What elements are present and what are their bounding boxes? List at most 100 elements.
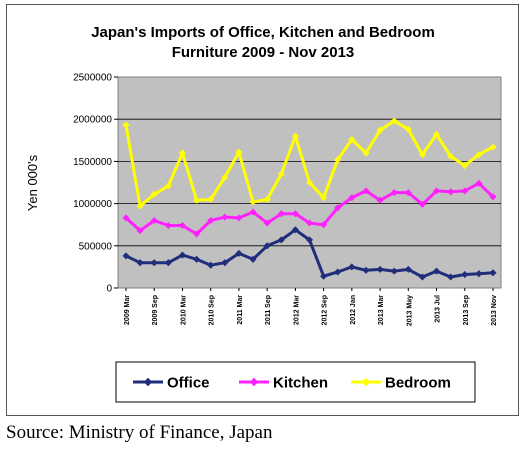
- data-point-kitchen: [291, 210, 299, 218]
- data-point-kitchen: [320, 221, 328, 229]
- data-point-office: [178, 251, 187, 259]
- y-tick-label: 2500000: [73, 73, 112, 84]
- data-point-office: [348, 263, 356, 271]
- data-point-office: [320, 272, 328, 280]
- series-lines: [122, 117, 497, 281]
- data-point-kitchen: [334, 204, 342, 212]
- legend: [115, 361, 476, 403]
- y-axis-label: Yen 000's: [25, 154, 40, 211]
- legend-entry-bedroom: Bedroom: [351, 375, 451, 392]
- chart-frame: Japan's Imports of Office, Kitchen and B…: [6, 4, 519, 416]
- y-tick-label: 500000: [79, 241, 113, 252]
- legend-entry-office: Office: [133, 375, 210, 392]
- data-point-bedroom: [320, 194, 328, 202]
- data-point-kitchen: [404, 189, 412, 197]
- data-point-bedroom: [489, 143, 497, 151]
- data-point-office: [291, 226, 299, 234]
- data-point-bedroom: [418, 151, 426, 159]
- gridlines: [118, 118, 501, 247]
- series-kitchen: [122, 179, 497, 238]
- data-point-bedroom: [178, 149, 187, 157]
- data-point-bedroom: [291, 132, 299, 140]
- legend-entry-kitchen: Kitchen: [239, 375, 328, 392]
- data-point-kitchen: [362, 187, 370, 195]
- data-point-bedroom: [348, 135, 356, 144]
- data-point-bedroom: [164, 182, 172, 190]
- data-point-kitchen: [489, 193, 497, 201]
- data-point-office: [207, 261, 215, 269]
- legend-marker-office: [143, 377, 153, 387]
- data-point-bedroom: [221, 173, 229, 181]
- x-tick-label: 2013 Nov: [491, 295, 498, 326]
- chart-title-line-2: Furniture 2009 - Nov 2013: [172, 44, 355, 61]
- legend-marker-bedroom: [361, 377, 371, 387]
- data-point-kitchen: [235, 214, 243, 222]
- data-point-kitchen: [164, 221, 172, 230]
- data-point-kitchen: [305, 219, 314, 227]
- x-tick-label: 2009 Mar: [124, 295, 131, 325]
- data-point-kitchen: [207, 216, 215, 225]
- data-point-bedroom: [235, 148, 243, 156]
- x-tick-label: 2013 May: [406, 295, 413, 326]
- data-point-office: [475, 270, 483, 278]
- data-point-bedroom: [390, 117, 398, 125]
- data-point-bedroom: [447, 152, 455, 160]
- x-tick-label: 2010 Mar: [180, 295, 187, 325]
- data-point-bedroom: [277, 170, 285, 178]
- data-point-kitchen: [432, 187, 441, 195]
- data-point-office: [305, 236, 314, 244]
- data-point-kitchen: [475, 179, 483, 187]
- data-point-office: [461, 270, 469, 279]
- data-point-office: [376, 265, 384, 273]
- y-tick-label: 1500000: [73, 157, 112, 168]
- data-point-kitchen: [348, 194, 356, 202]
- chart-title-line-1: Japan's Imports of Office, Kitchen and B…: [91, 24, 435, 41]
- x-tick-label: 2012 Mar: [293, 295, 300, 325]
- y-axis-ticks: 0 500000 1000000 1500000 2000000 2500000: [73, 73, 118, 295]
- data-point-bedroom: [249, 198, 257, 206]
- data-point-kitchen: [418, 200, 426, 208]
- x-tick-label: 2013 Sep: [463, 295, 470, 325]
- legend-label-bedroom: Bedroom: [385, 375, 451, 392]
- data-point-bedroom: [207, 195, 215, 203]
- data-point-office: [122, 252, 130, 260]
- data-point-office: [235, 249, 243, 257]
- data-point-kitchen: [122, 214, 130, 222]
- x-tick-label: 2011 Mar: [237, 295, 244, 325]
- source-note: Source: Ministry of Finance, Japan: [6, 422, 273, 443]
- data-point-office: [447, 273, 455, 281]
- data-point-kitchen: [447, 188, 455, 196]
- data-point-office: [489, 269, 497, 277]
- data-point-office: [334, 268, 342, 276]
- data-point-kitchen: [277, 210, 285, 218]
- data-point-kitchen: [178, 221, 187, 230]
- data-point-bedroom: [404, 125, 412, 133]
- data-point-bedroom: [305, 178, 314, 187]
- x-tick-label: 2013 Jul: [435, 295, 442, 323]
- data-point-bedroom: [122, 121, 130, 129]
- data-point-office: [432, 267, 441, 275]
- data-point-office: [404, 265, 412, 273]
- data-point-bedroom: [475, 151, 483, 159]
- data-point-kitchen: [249, 208, 257, 216]
- data-point-office: [418, 273, 426, 281]
- data-point-bedroom: [136, 202, 144, 210]
- legend-entries: Office Kitchen Bedroom: [133, 375, 451, 392]
- data-point-kitchen: [461, 187, 469, 195]
- data-point-bedroom: [193, 196, 201, 204]
- data-point-bedroom: [432, 130, 441, 138]
- x-tick-label: 2010 Sep: [209, 295, 216, 325]
- y-tick-label: 0: [106, 284, 112, 295]
- data-point-office: [362, 266, 370, 274]
- data-point-office: [277, 236, 285, 244]
- data-point-office: [390, 267, 398, 275]
- x-tick-label: 2011 Sep: [265, 295, 272, 325]
- y-tick-label: 2000000: [73, 115, 112, 126]
- legend-label-office: Office: [167, 375, 210, 392]
- data-point-kitchen: [376, 196, 384, 204]
- legend-marker-kitchen: [249, 377, 259, 387]
- y-tick-label: 1000000: [73, 199, 112, 210]
- x-tick-label: 2013 Mar: [378, 295, 385, 325]
- data-point-kitchen: [193, 230, 201, 238]
- data-point-kitchen: [263, 219, 271, 227]
